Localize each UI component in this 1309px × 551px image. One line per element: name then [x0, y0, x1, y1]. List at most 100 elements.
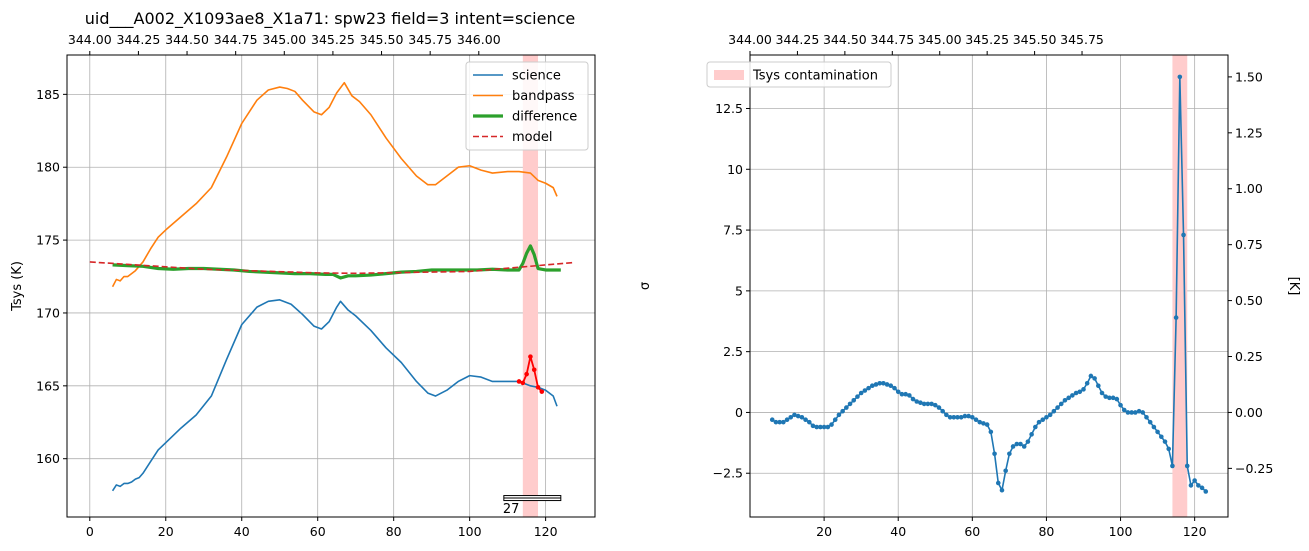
top-tick-label: 344.50 [165, 32, 209, 47]
x-tick-label: 120 [1183, 524, 1207, 539]
left-y-axis-label: Tsys (K) [10, 261, 25, 312]
sigma-point [1203, 489, 1209, 494]
right-tick-label: −0.25 [1235, 461, 1273, 476]
top-tick-label: 344.50 [823, 32, 867, 47]
sigma-point [866, 385, 871, 391]
sigma-point [958, 415, 964, 420]
x-tick-label: 60 [964, 524, 980, 539]
sigma-point [1166, 446, 1172, 452]
sigma-point [784, 417, 790, 423]
sigma-point [929, 401, 934, 407]
sigma-point [781, 419, 786, 425]
top-tick-label: 345.25 [311, 32, 355, 47]
sigma-point [1192, 478, 1197, 483]
sigma-point [840, 408, 845, 414]
sigma-point [1055, 405, 1060, 410]
sigma-point [977, 419, 983, 425]
sigma-point [888, 383, 894, 388]
top-tick-label: 345.75 [408, 32, 452, 47]
sigma-point [873, 382, 879, 387]
sigma-point [1188, 483, 1194, 488]
sigma-point [973, 417, 979, 423]
sigma-point [1025, 439, 1031, 444]
sigma-point [1170, 463, 1175, 469]
sigma-point [1036, 419, 1042, 425]
sigma-point [1114, 396, 1120, 402]
left-contamination-band [522, 55, 539, 517]
sigma-point [1103, 394, 1109, 399]
right-series [769, 74, 1209, 494]
sigma-point [1014, 441, 1020, 447]
left-chart-title: uid___A002_X1093ae8_X1a71: spw23 field=3… [85, 9, 575, 29]
y-tick-label: 0 [735, 405, 743, 420]
sigma-point [773, 419, 779, 425]
sigma-point [1018, 441, 1023, 447]
x-tick-label: 60 [310, 524, 326, 539]
top-tick-label: 346.00 [457, 32, 501, 47]
sigma-point [844, 405, 849, 410]
sigma-point [1140, 410, 1146, 415]
right-y-axis-label: σ [638, 282, 653, 290]
y-tick-label: 12.5 [715, 101, 743, 116]
sigma-point [988, 429, 994, 435]
y-tick-label: 170 [36, 305, 60, 320]
sigma-point [1021, 444, 1027, 449]
sigma-point [825, 424, 831, 430]
legend-label-science: science [512, 69, 561, 84]
contamination-point [528, 354, 533, 359]
sigma-point [984, 422, 990, 427]
sigma-point [777, 419, 782, 425]
sigma-point [1088, 373, 1094, 379]
x-tick-label: 40 [234, 524, 250, 539]
sigma-point [1129, 410, 1134, 415]
legend-label-difference: difference [512, 110, 577, 125]
series-line-sigma [771, 76, 1207, 493]
legend-swatch-contamination [714, 70, 744, 80]
legend-box [706, 61, 892, 88]
legend-box [465, 61, 589, 151]
sigma-point [1062, 397, 1068, 403]
x-tick-label: 120 [534, 524, 558, 539]
sigma-point [818, 424, 823, 430]
sigma-point [1136, 408, 1142, 414]
contamination-point [520, 380, 526, 386]
series-line-science [111, 299, 558, 492]
sigma-point [918, 400, 923, 406]
sigma-point [907, 393, 912, 398]
y-tick-label: 10 [727, 162, 743, 177]
series-line-model [89, 261, 573, 275]
sigma-point [855, 394, 860, 399]
sigma-point [829, 422, 834, 427]
top-tick-label: 344.75 [870, 32, 914, 47]
sigma-point [903, 391, 908, 397]
sigma-point [1144, 415, 1149, 420]
contamination-point [524, 371, 529, 377]
sigma-point [1029, 432, 1034, 437]
sigma-point [1058, 401, 1064, 407]
x-tick-label: 80 [386, 524, 402, 539]
sigma-point [944, 412, 949, 418]
y-tick-label: −2.5 [713, 466, 743, 481]
sigma-point [1073, 390, 1079, 396]
sigma-point [806, 419, 812, 425]
right-top-ticks: 344.00 344.25 344.50 344.75 345.00 345.25 345.… [728, 32, 1104, 55]
sigma-point [1151, 424, 1157, 430]
sigma-point [869, 383, 875, 388]
sigma-point [1051, 408, 1057, 414]
sigma-point [895, 389, 901, 395]
right-contamination-band [1172, 55, 1188, 517]
sigma-point [992, 451, 997, 457]
sigma-point [1084, 380, 1090, 386]
right-secondary-y-ticks: −0.25 0.00 0.25 0.50 0.75 1.00 1.25 1.50 [1228, 69, 1273, 476]
sigma-point [962, 413, 968, 419]
sigma-point [1118, 402, 1123, 408]
sigma-point [925, 401, 931, 407]
x-tick-label: 100 [458, 524, 482, 539]
y-tick-label: 2.5 [723, 344, 743, 359]
sigma-point [847, 401, 853, 407]
sigma-point [1066, 395, 1071, 401]
contamination-band-rect [522, 55, 539, 517]
sigma-point [1099, 390, 1105, 396]
sigma-point [995, 480, 1001, 486]
